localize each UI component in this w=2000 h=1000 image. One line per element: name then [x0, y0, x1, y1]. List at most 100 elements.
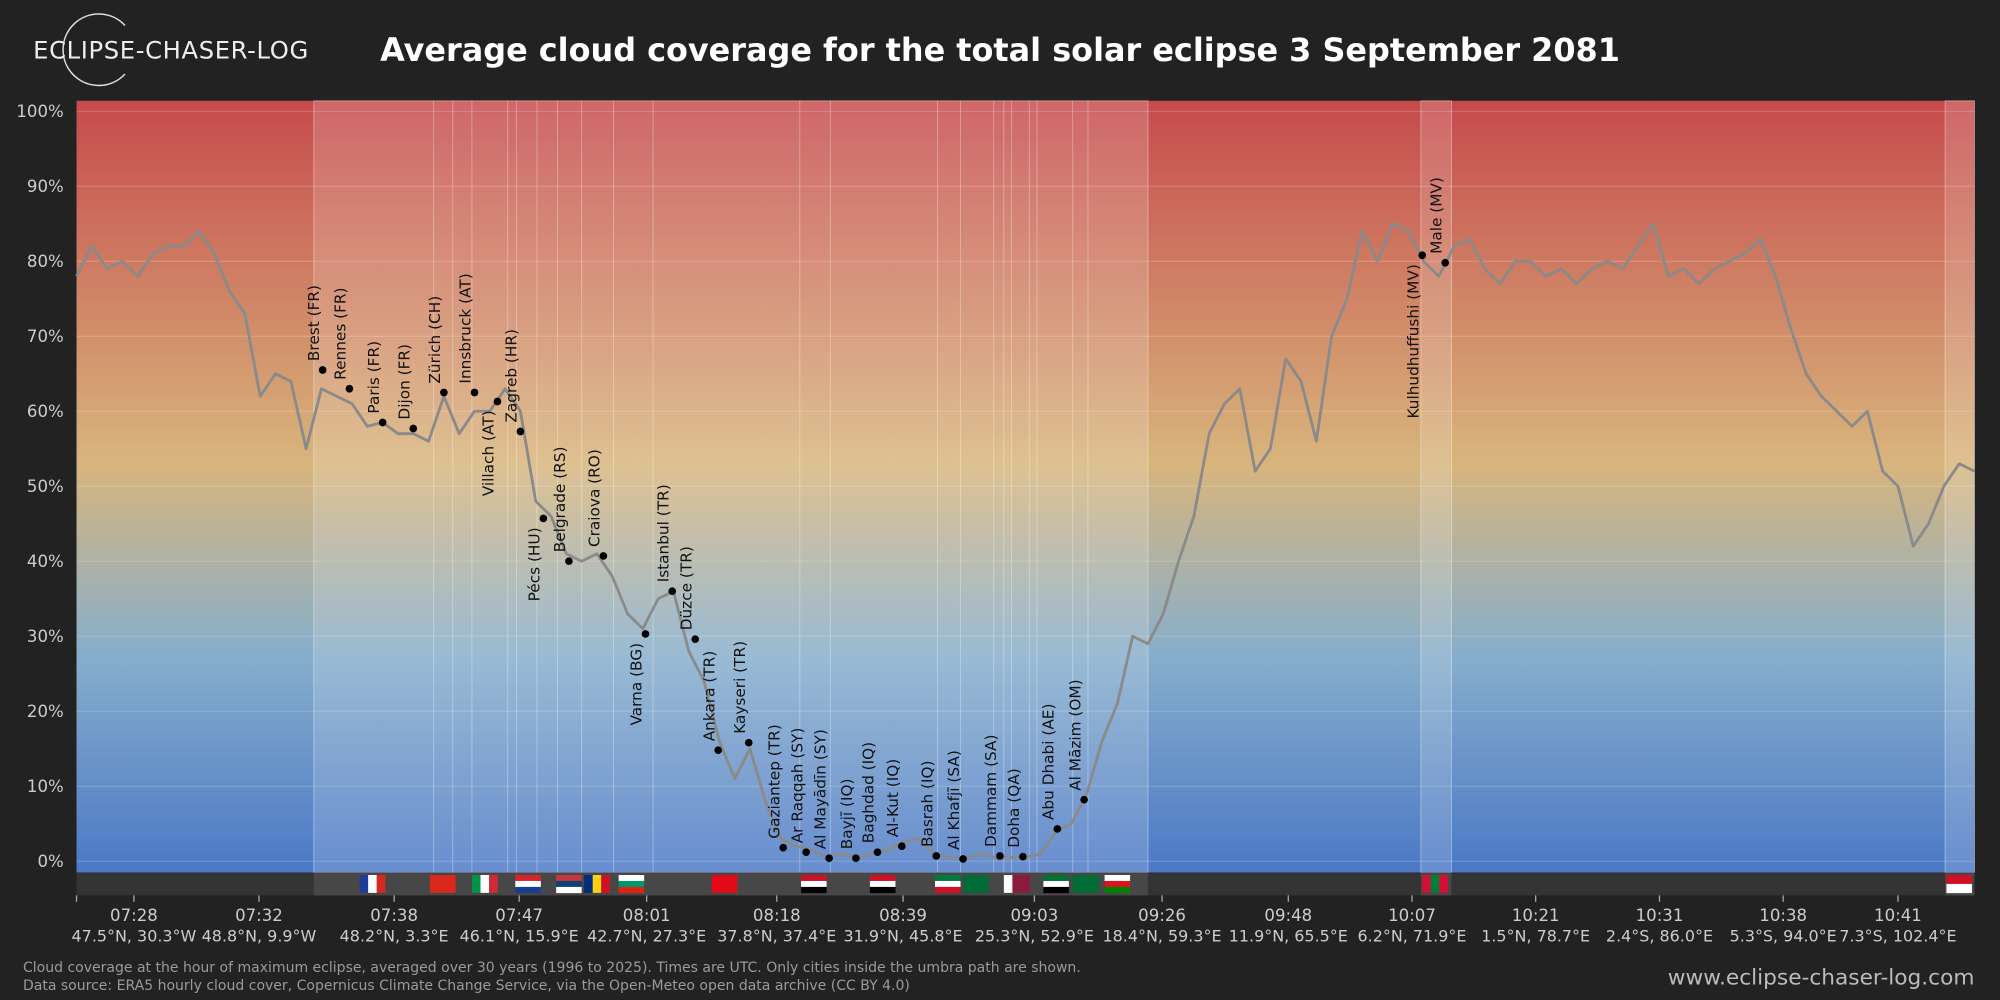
flag-stripe: [1104, 886, 1131, 894]
city-point: [873, 848, 882, 857]
flag-stripe: [480, 875, 490, 893]
flag-stripe: [935, 880, 961, 888]
y-tick-label: 10%: [27, 777, 64, 796]
y-tick-label: 80%: [27, 252, 64, 271]
flag-stripe: [618, 875, 645, 882]
city-label: Pécs (HU): [526, 527, 544, 601]
flag-stripe: [1072, 875, 1086, 893]
logo: ECLIPSE-CHASER-LOG: [33, 13, 309, 87]
flag-stripe: [711, 875, 725, 893]
flag: [1072, 875, 1099, 893]
logo-text: ECLIPSE-CHASER-LOG: [33, 37, 309, 65]
y-tick-label: 40%: [27, 552, 64, 571]
flag: [869, 875, 896, 894]
city-label-group: Paris (FR): [365, 341, 383, 414]
flag-stripe: [869, 875, 896, 882]
flag: [1003, 875, 1030, 893]
flag-stripe: [1946, 883, 1972, 894]
x-tick-coords: 1.5°N, 78.7°E: [1481, 926, 1590, 945]
x-tick-label: 09:48: [1264, 906, 1312, 925]
x-tick-label: 08:01: [623, 906, 671, 925]
x-tick-coords: 11.9°N, 65.5°E: [1229, 926, 1348, 945]
flag-stripe: [515, 880, 541, 888]
city-label-group: Craiova (RO): [586, 449, 604, 547]
city-label: Brest (FR): [305, 285, 323, 361]
city-label: Ar Raqqah (SY): [788, 728, 806, 844]
city-label: Dijon (FR): [395, 344, 413, 420]
flag-stripe: [442, 875, 456, 893]
y-tick-label: 70%: [27, 327, 64, 346]
city-label: Dammam (SA): [982, 735, 1000, 848]
city-point: [744, 738, 753, 747]
city-label-group: Ar Raqqah (SY): [788, 728, 806, 844]
city-point: [318, 366, 327, 374]
flag-stripe: [801, 886, 827, 894]
city-label-group: Gaziantep (TR): [765, 724, 783, 838]
city-point: [779, 843, 788, 852]
flag: [515, 875, 541, 894]
city-label: Rennes (FR): [332, 287, 350, 379]
x-tick-label: 07:32: [235, 906, 283, 925]
city-label: Villach (AT): [480, 410, 498, 496]
flag: [1946, 875, 1972, 894]
city-label: Baghdad (IQ): [860, 742, 878, 843]
flag-stripe: [618, 886, 645, 894]
x-tick-label: 07:28: [110, 906, 158, 925]
flag-stripe: [1104, 880, 1131, 888]
city-label: Belgrade (RS): [551, 447, 569, 553]
x-tick-label: 07:38: [370, 906, 418, 925]
y-tick-label: 30%: [27, 627, 64, 646]
plot-background: [76, 100, 1975, 873]
city-point: [825, 854, 833, 863]
flag-stripe: [1043, 886, 1069, 894]
city-point: [691, 635, 700, 644]
footnote: Data source: ERA5 hourly cloud cover, Co…: [23, 978, 910, 994]
flag-stripe: [869, 886, 896, 894]
city-label: Male (MV): [1427, 177, 1445, 254]
city-label-group: Abu Dhabi (AE): [1040, 704, 1058, 820]
flag-stripe: [556, 880, 582, 888]
city-label-group: Dijon (FR): [395, 344, 413, 420]
y-tick-label: 50%: [27, 477, 64, 496]
city-label: Al Māzim (OM): [1066, 679, 1084, 790]
flag-stripe: [471, 875, 481, 893]
flag: [429, 875, 456, 893]
city-point: [470, 388, 479, 397]
city-point: [996, 852, 1004, 860]
city-label: Istanbul (TR): [654, 484, 672, 582]
city-label-group: Zagreb (HR): [503, 329, 521, 423]
x-tick-label: 10:41: [1874, 906, 1922, 925]
city-label-group: Ankara (TR): [700, 651, 718, 742]
x-tick-coords: 18.4°N, 59.3°E: [1103, 926, 1222, 945]
city-point: [345, 384, 354, 393]
flag-stripe: [1043, 875, 1069, 882]
city-point: [565, 557, 573, 566]
city-label-group: Varna (BG): [628, 643, 646, 726]
flag-stripe: [556, 875, 582, 882]
flag-stripe: [592, 875, 602, 893]
city-label: Varna (BG): [628, 643, 646, 726]
city-label-group: Male (MV): [1427, 177, 1445, 254]
city-label-group: Dammam (SA): [982, 735, 1000, 848]
flag-stripe: [869, 880, 896, 888]
flag-stripe: [1020, 875, 1030, 893]
y-tick-label: 60%: [27, 402, 64, 421]
flag: [1104, 875, 1131, 894]
city-point: [1418, 251, 1427, 260]
land-band: [1944, 100, 1975, 873]
city-label: Düzce (TR): [677, 546, 695, 630]
city-point: [409, 424, 418, 433]
city-label-group: Rennes (FR): [332, 287, 350, 379]
flag-stripe: [935, 886, 961, 894]
flag-stripe: [515, 886, 541, 894]
city-label: Ankara (TR): [700, 651, 718, 742]
flag: [584, 875, 610, 893]
flag-stripe: [1085, 875, 1099, 893]
logo-ring: [62, 13, 126, 87]
city-label: Zürich (CH): [426, 296, 444, 384]
flag-stripe: [963, 875, 977, 893]
x-tick-label: 10:31: [1636, 906, 1684, 925]
chart-title: Average cloud coverage for the total sol…: [380, 31, 1620, 69]
